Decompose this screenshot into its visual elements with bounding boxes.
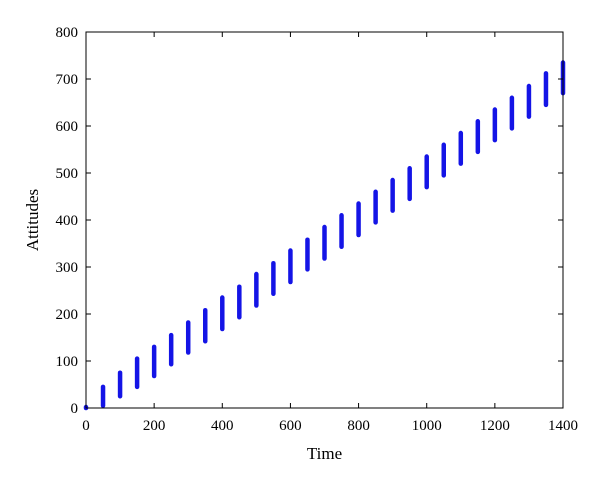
plot-frame xyxy=(85,31,564,409)
y-tick-label: 100 xyxy=(56,354,79,370)
x-axis-label: Time xyxy=(307,444,342,463)
x-tick-label: 800 xyxy=(347,418,370,434)
y-tick-label: 600 xyxy=(56,119,79,135)
y-tick-label: 700 xyxy=(56,72,79,88)
tick-labels: 0 200 400 600 800 1000 1200 1400 0 100 200 300 400 50… xyxy=(56,25,579,434)
y-tick-label: 800 xyxy=(56,25,79,41)
x-tick-label: 1200 xyxy=(480,418,510,434)
y-axis-label: Attitudes xyxy=(23,189,42,251)
y-tick-label: 400 xyxy=(56,213,79,229)
x-tick-label: 400 xyxy=(211,418,234,434)
y-tick-label: 500 xyxy=(56,166,79,182)
x-tick-label: 600 xyxy=(279,418,302,434)
y-tick-label: 200 xyxy=(56,307,79,323)
x-tick-label: 0 xyxy=(82,418,90,434)
range-bars xyxy=(83,60,566,411)
x-tick-label: 1400 xyxy=(548,418,578,434)
x-tick-label: 1000 xyxy=(412,418,442,434)
y-tick-label: 300 xyxy=(56,260,79,276)
y-tick-label: 0 xyxy=(71,401,79,417)
axis-ticks xyxy=(85,31,564,409)
x-tick-label: 200 xyxy=(143,418,166,434)
